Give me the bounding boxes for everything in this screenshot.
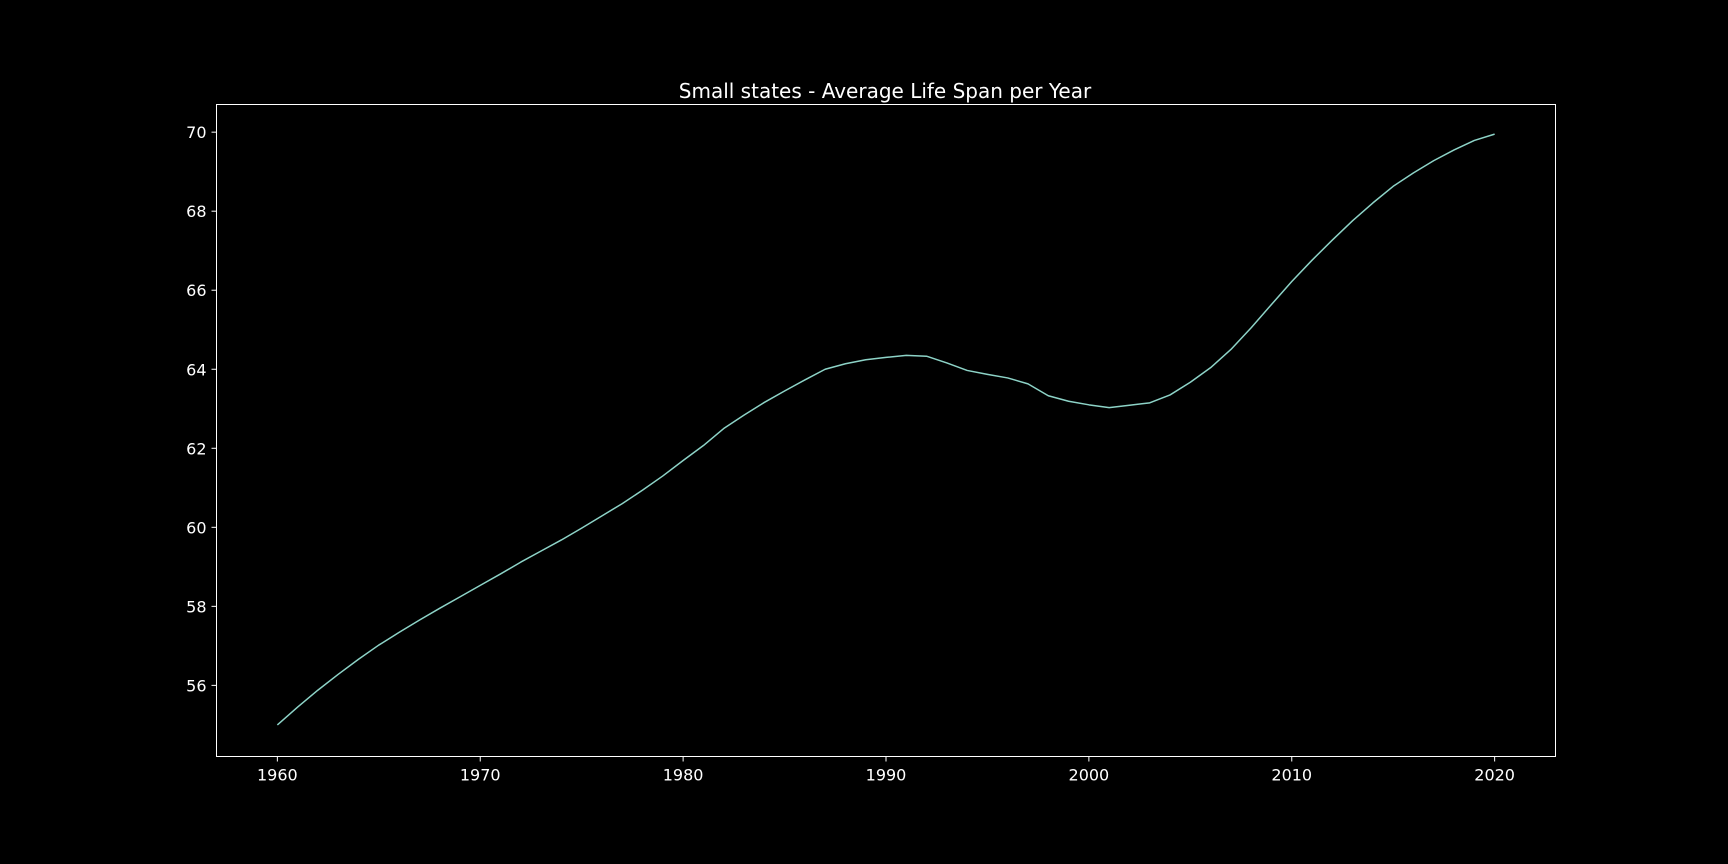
x-axis: 1960 1970 1980 1990 2000 2010 2020 xyxy=(257,756,1515,785)
x-tick-label: 2020 xyxy=(1474,766,1515,785)
x-tick-label: 1960 xyxy=(257,766,298,785)
x-tick-label: 1980 xyxy=(663,766,704,785)
y-tick-label: 70 xyxy=(186,123,206,142)
y-tick-label: 56 xyxy=(186,676,206,695)
x-tick-label: 1990 xyxy=(866,766,907,785)
y-axis: 56 58 60 62 64 66 68 70 xyxy=(186,123,217,695)
series-layer xyxy=(276,133,1495,726)
y-tick-label: 58 xyxy=(186,597,206,616)
chart-title: Small states - Average Life Span per Yea… xyxy=(679,79,1092,103)
y-tick-label: 62 xyxy=(186,439,206,458)
x-tick-label: 1970 xyxy=(460,766,501,785)
y-tick-label: 60 xyxy=(186,518,206,537)
x-tick-label: 2010 xyxy=(1271,766,1312,785)
y-tick-label: 64 xyxy=(186,360,206,379)
x-tick-label: 2000 xyxy=(1069,766,1110,785)
y-tick-label: 66 xyxy=(186,281,206,300)
y-tick-label: 68 xyxy=(186,202,206,221)
series-line xyxy=(276,133,1495,726)
plot-area-frame xyxy=(216,104,1556,757)
